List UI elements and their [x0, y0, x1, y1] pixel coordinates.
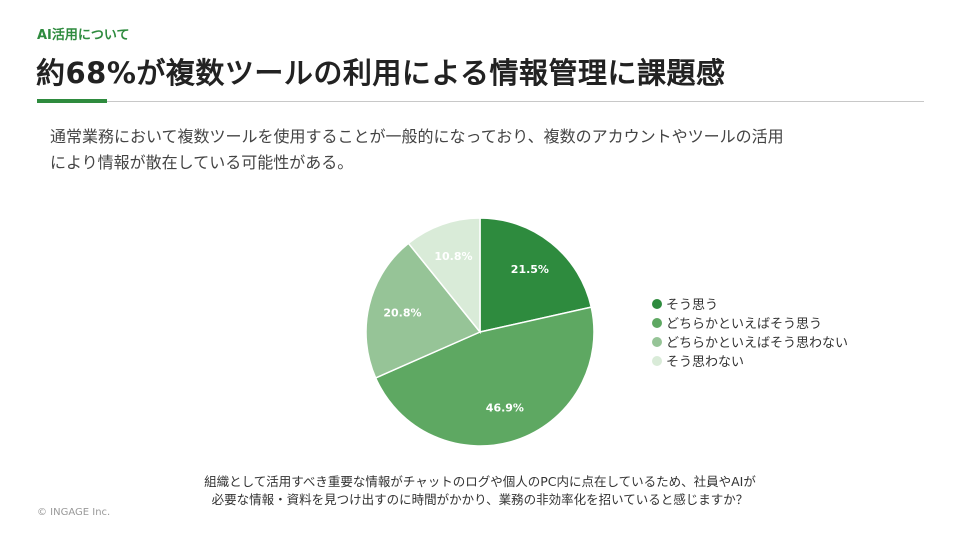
section-eyebrow: AI活用について: [37, 28, 130, 43]
title-divider: [37, 101, 924, 102]
legend-label-1: どちらかといえばそう思う: [666, 317, 823, 332]
lead-text: 通常業務において複数ツールを使用することが一般的になっており、複数のアカウントや…: [50, 124, 920, 176]
pie-slice-3: [407, 217, 481, 335]
page-title: 約68%が複数ツールの利用による情報管理に課題感: [36, 56, 726, 90]
chart-legend: そう思うどちらかといえばそう思うどちらかといえばそう思わない そう思わない: [652, 294, 848, 370]
pie-slice-1: [374, 306, 595, 447]
lead-line-1: 通常業務において複数ツールを使用することが一般的になっており、複数のアカウントや…: [50, 127, 784, 146]
pie-slice-0: [479, 217, 593, 333]
title-divider-accent: [37, 99, 107, 103]
legend-label-2: どちらかといえばそう思わない: [666, 336, 849, 351]
legend-swatch-2: [652, 336, 662, 347]
survey-question-line-2: 必要な情報・資料を見つけ出すのに時間がかかり、業務の非効率化を招いていると感じま…: [211, 492, 749, 507]
survey-question: 組織として活用すべき重要な情報がチャットのログや個人のPC内に点在しているため、…: [140, 473, 820, 509]
pie-slice-label-3: 10.8%: [434, 250, 472, 263]
pie-slice-label-0: 21.5%: [511, 263, 549, 276]
pie-slice-label-2: 20.8%: [383, 307, 421, 320]
legend-item-2: どちらかといえばそう思わない: [652, 332, 848, 351]
copyright: © INGAGE Inc.: [37, 507, 111, 518]
legend-label-0: そう思う: [666, 298, 719, 313]
legend-item-1: どちらかといえばそう思う: [652, 313, 848, 332]
pie-slice-2: [365, 242, 482, 379]
pie-slice-label-1: 46.9%: [486, 401, 524, 414]
legend-label-3: そう思わない: [666, 355, 745, 370]
legend-swatch-3: [652, 355, 662, 366]
legend-swatch-0: [652, 298, 662, 309]
legend-item-0: そう思う: [652, 294, 848, 313]
legend-item-3: そう思わない: [652, 351, 848, 370]
survey-question-line-1: 組織として活用すべき重要な情報がチャットのログや個人のPC内に点在しているため、…: [204, 474, 756, 489]
legend-swatch-1: [652, 317, 662, 328]
lead-line-2: により情報が散在している可能性がある。: [50, 153, 354, 172]
